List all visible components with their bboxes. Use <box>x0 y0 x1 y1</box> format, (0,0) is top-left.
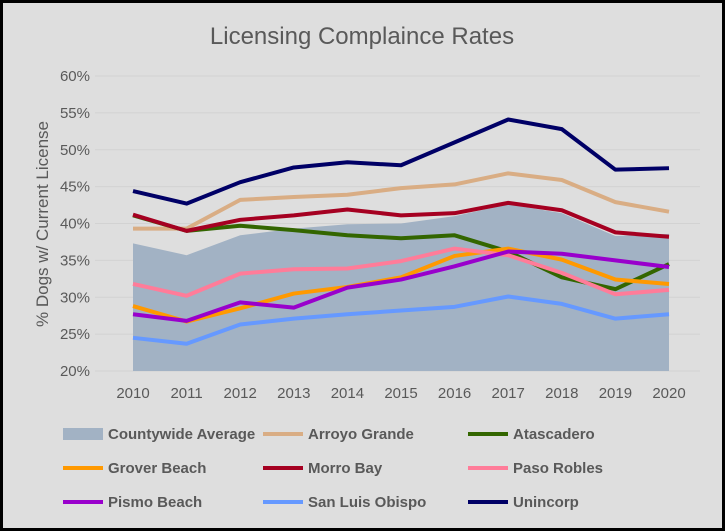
legend-swatch <box>63 428 103 440</box>
x-tick-label: 2018 <box>545 385 578 402</box>
legend-item: San Luis Obispo <box>263 494 426 511</box>
legend-item: Unincorp <box>468 494 579 511</box>
area-series-countywide-average <box>133 204 669 371</box>
legend-item: Pismo Beach <box>63 494 202 511</box>
legend-item: Atascadero <box>468 426 595 443</box>
x-tick-label: 2020 <box>652 385 685 402</box>
line-series-morro-bay <box>132 200 670 239</box>
line-series-arroyo-grande <box>133 171 670 231</box>
y-tick-label: 50% <box>60 142 90 159</box>
x-tick-label: 2017 <box>492 385 525 402</box>
x-tick-label: 2019 <box>599 385 632 402</box>
y-tick-label: 40% <box>60 216 90 233</box>
y-tick-label: 55% <box>60 105 90 122</box>
legend-label: Atascadero <box>513 426 595 443</box>
y-tick-label: 60% <box>60 68 90 85</box>
y-tick-label: 45% <box>60 179 90 196</box>
legend-label: San Luis Obispo <box>308 494 426 511</box>
legend-item: Morro Bay <box>263 460 383 477</box>
x-tick-label: 2015 <box>384 385 417 402</box>
line-series-pismo-beach <box>132 249 670 323</box>
x-tick-label: 2011 <box>170 385 202 402</box>
legend-label: Grover Beach <box>108 460 206 477</box>
y-axis-label: % Dogs w/ Current License <box>33 121 52 327</box>
legend-label: Paso Robles <box>513 460 603 477</box>
legend-label: Arroyo Grande <box>308 426 414 443</box>
legend-item: Countywide Average <box>63 426 255 443</box>
legend-label: Pismo Beach <box>108 494 202 511</box>
legend-label: Countywide Average <box>108 426 255 443</box>
x-tick-label: 2013 <box>277 385 310 402</box>
y-tick-label: 25% <box>60 326 90 343</box>
chart-title: Licensing Complaince Rates <box>210 23 514 50</box>
legend-label: Morro Bay <box>308 460 383 477</box>
x-tick-label: 2010 <box>116 385 149 402</box>
y-tick-label: 35% <box>60 252 90 269</box>
legend-label: Unincorp <box>513 494 579 511</box>
line-series-unincorp <box>132 117 670 206</box>
line-series-san-luis-obispo <box>132 294 670 346</box>
y-tick-label: 30% <box>60 289 90 306</box>
legend-item: Arroyo Grande <box>263 426 414 443</box>
legend-item: Grover Beach <box>63 460 206 477</box>
x-tick-label: 2012 <box>224 385 257 402</box>
x-tick-label: 2016 <box>438 385 471 402</box>
y-tick-label: 20% <box>60 363 90 380</box>
line-series-grover-beach <box>132 246 670 324</box>
x-tick-label: 2014 <box>331 385 364 402</box>
line-series-paso-robles <box>132 246 670 298</box>
legend-item: Paso Robles <box>468 460 603 477</box>
